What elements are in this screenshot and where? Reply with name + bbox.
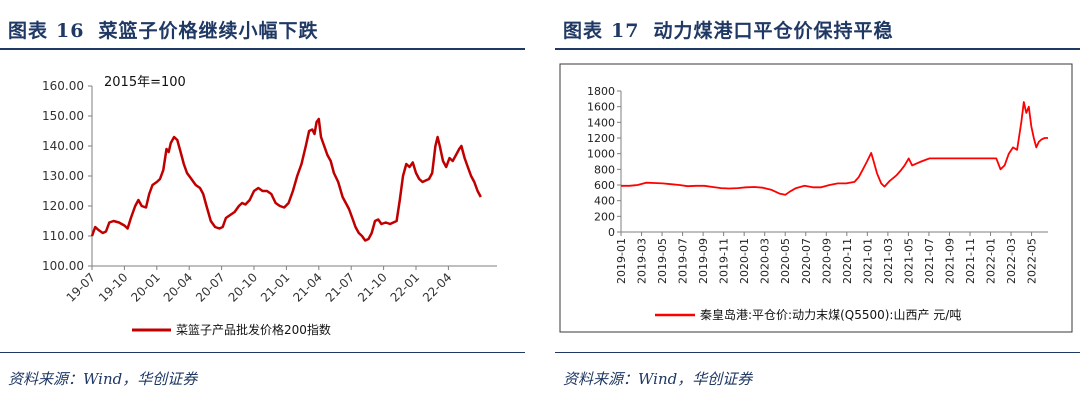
right-x-tick-label: 2019-01 bbox=[615, 238, 628, 284]
right-chart-frame bbox=[559, 63, 1073, 333]
right-x-tick-label: 2019-07 bbox=[677, 238, 690, 284]
right-x-tick-label: 2020-01 bbox=[738, 238, 751, 284]
right-title-text: 动力煤港口平仓价保持平稳 bbox=[653, 20, 894, 42]
right-x-tick-label: 2022-03 bbox=[1005, 238, 1018, 284]
right-figure-title: 图表 17 动力煤港口平仓价保持平稳 bbox=[563, 16, 893, 43]
right-title-number: 17 bbox=[611, 20, 640, 42]
left-chart: 100.00 110.00 120.00 130.00 140.00 150.00 160.… bbox=[42, 75, 497, 337]
right-x-tick-label: 2020-05 bbox=[779, 238, 792, 284]
left-y-tick-label: 160.00 bbox=[42, 79, 84, 93]
right-y-tick-label: 200 bbox=[594, 210, 615, 223]
left-x-tick-label: 20-04 bbox=[161, 270, 196, 305]
left-y-tick-label: 100.00 bbox=[42, 259, 84, 273]
left-title-rule bbox=[0, 48, 525, 50]
left-base-year-note: 2015年=100 bbox=[104, 75, 186, 90]
left-source-note: 资料来源：Wind，华创证券 bbox=[8, 370, 198, 388]
right-legend-label: 秦皇岛港:平仓价:动力末煤(Q5500):山西产 元/吨 bbox=[700, 307, 961, 322]
right-x-tick-label: 2020-11 bbox=[841, 238, 854, 284]
left-x-tick-label: 19-07 bbox=[64, 270, 99, 305]
right-x-tick-label: 2019-03 bbox=[636, 238, 649, 284]
left-title-number: 16 bbox=[56, 20, 85, 42]
right-x-tick-label: 2021-07 bbox=[923, 238, 936, 284]
right-x-tick-label: 2021-09 bbox=[943, 238, 956, 284]
left-x-tick-label: 22-01 bbox=[388, 270, 423, 305]
right-y-tick-label: 600 bbox=[594, 179, 615, 192]
right-x-tick-label: 2022-05 bbox=[1026, 238, 1039, 284]
right-x-tick-label: 2021-01 bbox=[861, 238, 874, 284]
left-y-tick-label: 130.00 bbox=[42, 169, 84, 183]
left-title-text: 菜篮子价格继续小幅下跌 bbox=[98, 20, 319, 42]
left-series-line bbox=[90, 117, 482, 242]
right-x-tick-label: 2019-09 bbox=[697, 238, 710, 284]
right-x-tick-label: 2020-09 bbox=[820, 238, 833, 284]
right-source-note: 资料来源：Wind，华创证券 bbox=[563, 370, 753, 388]
left-x-tick-label: 20-10 bbox=[226, 270, 261, 305]
right-x-tick-label: 2019-11 bbox=[718, 238, 731, 284]
right-y-tick-label: 1200 bbox=[587, 132, 615, 145]
left-x-tick-label: 21-01 bbox=[258, 270, 293, 305]
left-figure-panel: 图表 16 菜篮子价格继续小幅下跌 100.00 110.00 120.00 130.00… bbox=[0, 0, 525, 401]
right-y-tick-label: 400 bbox=[594, 195, 615, 208]
right-y-tick-label: 1000 bbox=[587, 148, 615, 161]
right-series-line bbox=[621, 101, 1048, 196]
right-x-tick-label: 2021-05 bbox=[902, 238, 915, 284]
right-x-tick-label: 2022-01 bbox=[985, 238, 998, 284]
right-chart: 0 200 400 600 800 1000 1200 1400 1600 1800 2019-01… bbox=[559, 63, 1073, 333]
right-x-tick-label: 2021-11 bbox=[964, 238, 977, 284]
right-y-tick-label: 1600 bbox=[587, 101, 615, 114]
left-y-tick-label: 110.00 bbox=[42, 229, 84, 243]
left-y-tick-label: 140.00 bbox=[42, 139, 84, 153]
right-x-tick-label: 2019-05 bbox=[656, 238, 669, 284]
left-x-tick-label: 20-07 bbox=[193, 270, 228, 305]
right-y-tick-label: 1800 bbox=[587, 85, 615, 98]
left-figure-title: 图表 16 菜篮子价格继续小幅下跌 bbox=[8, 16, 318, 43]
left-x-tick-label: 19-10 bbox=[96, 270, 131, 305]
right-y-tick-label: 800 bbox=[594, 163, 615, 176]
left-x-tick-label: 21-04 bbox=[290, 270, 325, 305]
left-x-tick-label: 22-04 bbox=[420, 270, 455, 305]
right-source-rule bbox=[555, 352, 1080, 353]
right-title-rule bbox=[555, 48, 1080, 50]
left-y-tick-label: 150.00 bbox=[42, 109, 84, 123]
right-y-tick-label: 0 bbox=[608, 226, 615, 239]
left-legend-label: 菜篮子产品批发价格200指数 bbox=[176, 322, 331, 337]
left-title-label: 图表 bbox=[8, 20, 49, 42]
left-source-rule bbox=[0, 352, 525, 353]
right-x-tick-label: 2020-03 bbox=[759, 238, 772, 284]
right-y-tick-label: 1400 bbox=[587, 116, 615, 129]
right-x-tick-label: 2021-03 bbox=[882, 238, 895, 284]
right-title-label: 图表 bbox=[563, 20, 604, 42]
left-y-tick-label: 120.00 bbox=[42, 199, 84, 213]
right-figure-panel: 图表 17 动力煤港口平仓价保持平稳 0 200 400 600 800 1000 1200 14… bbox=[555, 0, 1080, 401]
left-x-tick-label: 20-01 bbox=[128, 270, 163, 305]
left-x-tick-label: 21-10 bbox=[355, 270, 390, 305]
right-x-tick-label: 2020-07 bbox=[800, 238, 813, 284]
left-x-tick-label: 21-07 bbox=[323, 270, 358, 305]
